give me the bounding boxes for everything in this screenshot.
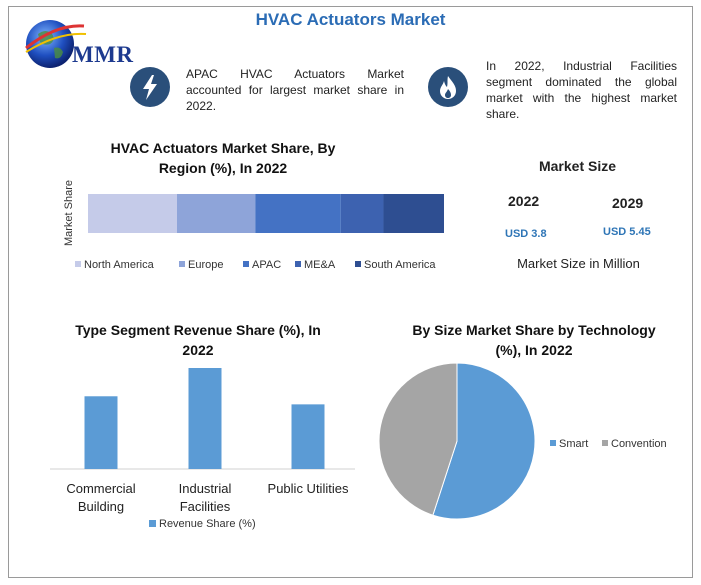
- market-size-title: Market Size: [538, 158, 617, 174]
- type-chart: Commercial Building Industrial Facilities Pu…: [50, 368, 355, 530]
- pie-legend-label-0: Smart: [559, 438, 588, 450]
- region-chart-title: HVAC Actuators Market Share, By Region (…: [110, 140, 336, 176]
- pie-legend-swatch-1: [602, 440, 608, 446]
- region-segment-3: [340, 194, 384, 233]
- type-bar-2: [291, 404, 325, 469]
- year-2029: 2029: [612, 195, 644, 211]
- region-legend-swatch-4: [355, 261, 361, 267]
- type-bar-0: [84, 396, 118, 469]
- pie-slice-0: [432, 362, 536, 520]
- pie-legend-label-1: Convention: [611, 438, 667, 450]
- region-legend-swatch-2: [243, 261, 249, 267]
- region-legend-swatch-0: [75, 261, 81, 267]
- value-2029: USD 5.45: [603, 226, 651, 238]
- logo: [20, 14, 150, 74]
- type-category-label-1-0: Industrial: [179, 481, 232, 496]
- page-title: HVAC Actuators Market: [255, 10, 446, 29]
- pie-legend-swatch-0: [550, 440, 556, 446]
- type-category-label-0-0: Commercial: [66, 481, 135, 496]
- region-segment-4: [383, 194, 444, 233]
- highlight-apac: APAC HVAC Actuators Market accounted for…: [186, 67, 404, 113]
- region-legend-label-3: ME&A: [304, 259, 336, 271]
- infographic-frame: [8, 6, 693, 578]
- globe-icon: [25, 20, 87, 68]
- region-chart: Market Share North America Europe APAC ME&A…: [63, 180, 444, 271]
- region-segment-2: [255, 194, 341, 233]
- type-bar-1: [188, 368, 222, 469]
- region-segment-1: [177, 194, 256, 233]
- region-legend-swatch-1: [179, 261, 185, 267]
- type-legend-swatch: [149, 520, 156, 527]
- type-chart-title: Type Segment Revenue Share (%), In 2022: [75, 322, 321, 358]
- type-category-label-0-1: Building: [78, 499, 124, 514]
- flame-icon: [428, 67, 468, 107]
- logo-text: MMR: [72, 42, 134, 67]
- value-2022: USD 3.8: [505, 228, 547, 240]
- lightning-icon: [130, 67, 170, 107]
- region-legend-label-4: South America: [364, 259, 436, 271]
- highlight-industrial: In 2022, Industrial Facilities segment d…: [486, 59, 677, 121]
- pie-chart: Smart Convention: [378, 362, 667, 520]
- region-legend-label-2: APAC: [252, 259, 281, 271]
- region-ylabel: Market Share: [63, 180, 75, 246]
- pie-slice-1: [378, 362, 458, 516]
- pie-chart-title: By Size Market Share by Technology (%), …: [412, 322, 656, 358]
- region-legend-label-0: North America: [84, 259, 155, 271]
- year-2022: 2022: [508, 193, 540, 209]
- region-legend-swatch-3: [295, 261, 301, 267]
- region-legend-label-1: Europe: [188, 259, 223, 271]
- type-category-label-2-0: Public Utilities: [268, 481, 349, 496]
- region-segment-0: [88, 194, 177, 233]
- market-size-unit: Market Size in Million: [517, 256, 640, 271]
- type-legend-label: Revenue Share (%): [159, 518, 256, 530]
- type-category-label-1-1: Facilities: [180, 499, 231, 514]
